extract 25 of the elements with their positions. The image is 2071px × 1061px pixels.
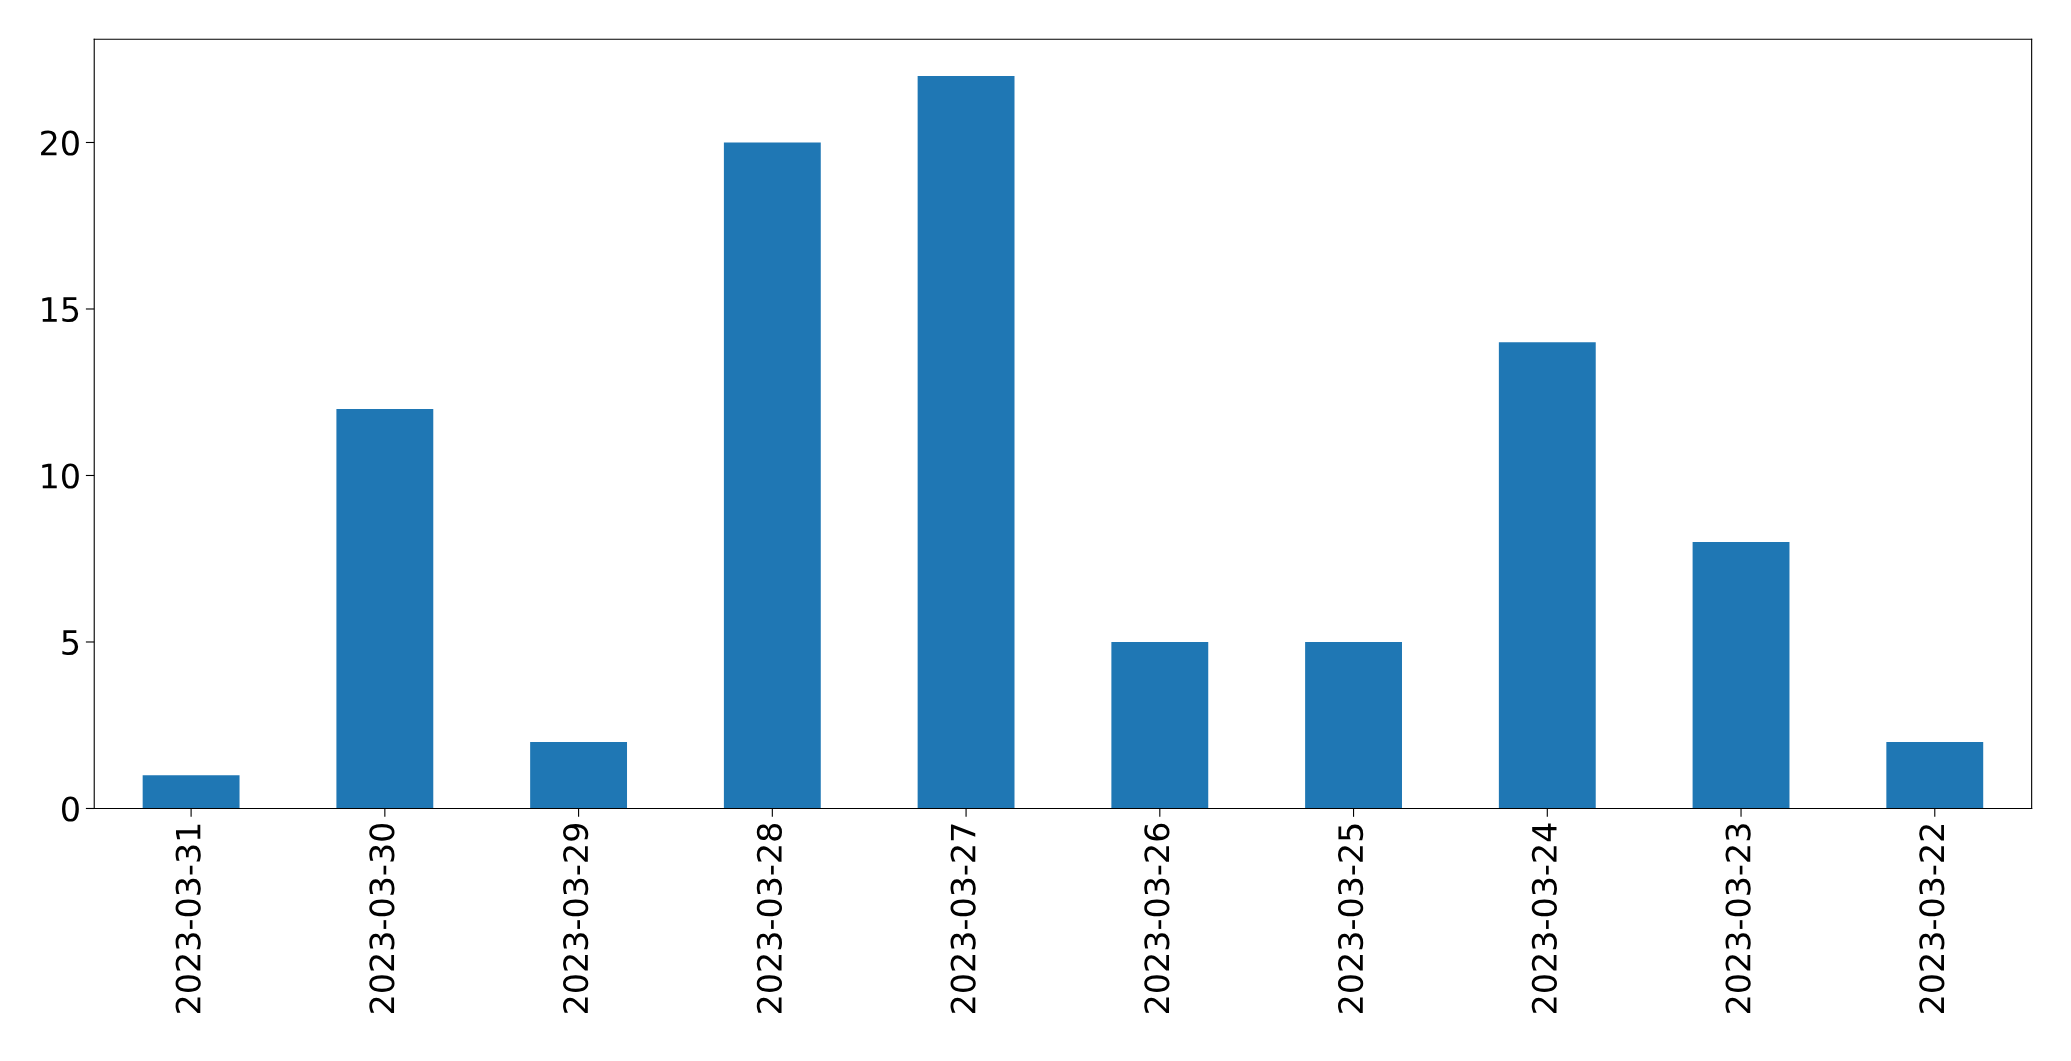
y-tick-label: 10 — [42, 463, 79, 489]
bar — [1498, 342, 1596, 809]
x-tick-label: 2023-03-23 — [1725, 824, 1751, 1013]
bar — [1886, 741, 1984, 809]
bar — [1305, 641, 1402, 809]
x-tick-label: 2023-03-27 — [950, 824, 976, 1013]
y-tick-label: 15 — [42, 297, 79, 323]
x-tick-label: 2023-03-24 — [1531, 823, 1557, 1013]
x-tick-label: 2023-03-22 — [1919, 825, 1945, 1013]
x-tick-label: 2023-03-29 — [563, 824, 589, 1013]
bar — [530, 741, 628, 809]
bar — [723, 142, 821, 809]
x-tick-label: 2023-03-31 — [175, 824, 201, 1013]
x-tick-label: 2023-03-25 — [1338, 824, 1364, 1013]
bar — [142, 775, 240, 809]
bar — [917, 75, 1015, 809]
bar — [1111, 641, 1209, 809]
y-tick-label: 20 — [41, 130, 79, 156]
bar — [336, 408, 434, 809]
x-tick-label: 2023-03-26 — [1144, 823, 1170, 1013]
y-tick-label: 5 — [62, 630, 79, 656]
x-tick-label: 2023-03-30 — [369, 823, 395, 1013]
y-tick-label: 0 — [62, 796, 79, 822]
bar — [1692, 542, 1790, 809]
x-tick-label: 2023-03-28 — [756, 823, 782, 1013]
